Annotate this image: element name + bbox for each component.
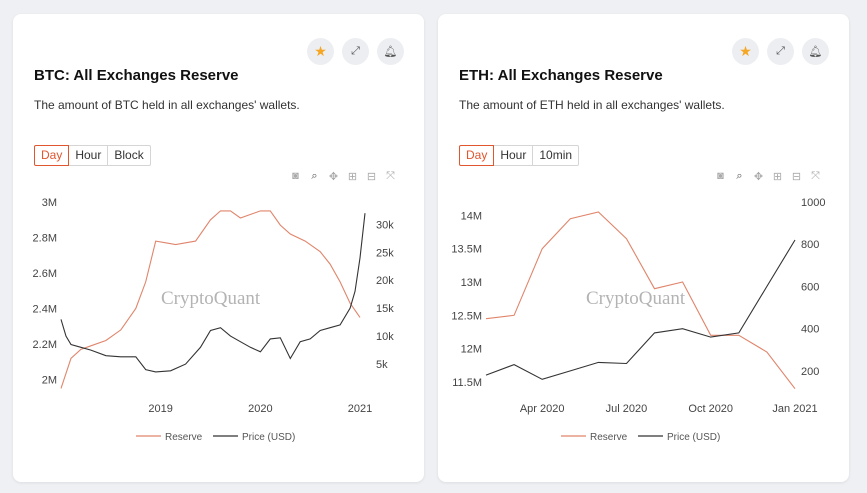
camera-icon[interactable]: ◙ bbox=[717, 170, 724, 182]
y-left-tick-label: 12M bbox=[461, 344, 482, 356]
period-hour-button[interactable]: Hour bbox=[68, 145, 109, 166]
btc-chart-card: ★ ⤢ 🔔︎ BTC: All Exchanges Reserve The am… bbox=[13, 14, 424, 482]
eth-chart-card: ★ ⤢ 🔔︎ ETH: All Exchanges Reserve The am… bbox=[438, 14, 849, 482]
price-series-line bbox=[485, 239, 796, 380]
eth-reserve-chart: CryptoQuant 14M 13.5M 13M 12.5M 12M 11.5M 100… bbox=[451, 197, 825, 443]
card-actions: ★ ⤢ 🔔︎ bbox=[307, 38, 404, 65]
y-right-tick-label: 15k bbox=[376, 303, 394, 315]
watermark: CryptoQuant bbox=[161, 288, 261, 309]
camera-icon[interactable]: ◙ bbox=[292, 170, 299, 182]
y-right-tick-label: 10k bbox=[376, 331, 394, 343]
expand-icon[interactable]: ⤢ bbox=[767, 38, 794, 65]
period-selector: Day Hour Block bbox=[34, 145, 151, 166]
reserve-series-line bbox=[485, 211, 796, 390]
card-title: ETH: All Exchanges Reserve bbox=[459, 67, 663, 84]
zoom-in-icon[interactable]: ⊞ bbox=[347, 171, 358, 183]
y-left-tick-label: 2.6M bbox=[33, 268, 57, 280]
legend-price-label: Price (USD) bbox=[667, 432, 720, 443]
y-right-tick-label: 5k bbox=[376, 359, 388, 371]
y-left-tick-label: 12.5M bbox=[451, 310, 482, 322]
chart-legend: Reserve Price (USD) bbox=[136, 432, 295, 443]
y-right-tick-label: 600 bbox=[801, 281, 819, 293]
y-left-tick-label: 2M bbox=[42, 375, 57, 387]
y-left-tick-label: 13M bbox=[461, 277, 482, 289]
legend-reserve-label: Reserve bbox=[590, 432, 628, 443]
x-tick-label: Apr 2020 bbox=[520, 403, 565, 415]
y-left-tick-label: 11.5M bbox=[452, 377, 482, 389]
bell-icon[interactable]: 🔔︎ bbox=[377, 38, 404, 65]
period-selector: Day Hour 10min bbox=[459, 145, 580, 166]
x-tick-label: Jan 2021 bbox=[772, 403, 817, 415]
x-tick-label: 2021 bbox=[348, 403, 372, 415]
y-left-tick-label: 2.4M bbox=[33, 304, 57, 316]
y-left-tick-label: 3M bbox=[42, 197, 57, 209]
zoom-icon[interactable]: ⌕ bbox=[736, 170, 743, 182]
favorite-star-icon[interactable]: ★ bbox=[732, 38, 759, 65]
y-right-tick-label: 25k bbox=[376, 247, 394, 259]
x-tick-label: Jul 2020 bbox=[606, 403, 648, 415]
y-left-tick-label: 2.8M bbox=[33, 233, 57, 245]
pan-icon[interactable]: ✥ bbox=[753, 171, 764, 183]
legend-reserve-label: Reserve bbox=[165, 432, 203, 443]
pan-icon[interactable]: ✥ bbox=[328, 171, 339, 183]
btc-reserve-chart: CryptoQuant 3M 2.8M 2.6M 2.4M 2.2M 2M 30k 25k 2… bbox=[33, 197, 395, 443]
y-right-tick-label: 30k bbox=[376, 219, 394, 231]
watermark: CryptoQuant bbox=[586, 288, 686, 309]
card-description: The amount of BTC held in all exchanges'… bbox=[34, 98, 300, 112]
chart-toolbar: ◙ ⌕ ✥ ⊞ ⊟ ⤧ bbox=[713, 170, 823, 183]
zoom-out-icon[interactable]: ⊟ bbox=[791, 171, 802, 183]
card-actions: ★ ⤢ 🔔︎ bbox=[732, 38, 829, 65]
y-left-tick-label: 2.2M bbox=[33, 339, 57, 351]
x-tick-label: 2019 bbox=[148, 403, 172, 415]
period-10min-button[interactable]: 10min bbox=[532, 145, 580, 166]
period-day-button[interactable]: Day bbox=[459, 145, 495, 166]
period-day-button[interactable]: Day bbox=[34, 145, 70, 166]
zoom-icon[interactable]: ⌕ bbox=[311, 170, 318, 182]
chart-legend: Reserve Price (USD) bbox=[561, 432, 720, 443]
card-title: BTC: All Exchanges Reserve bbox=[34, 67, 239, 84]
y-right-tick-label: 1000 bbox=[801, 197, 825, 209]
price-series-line bbox=[60, 213, 366, 373]
expand-icon[interactable]: ⤢ bbox=[342, 38, 369, 65]
bell-icon[interactable]: 🔔︎ bbox=[802, 38, 829, 65]
reset-axes-icon[interactable]: ⤧ bbox=[811, 170, 820, 182]
period-hour-button[interactable]: Hour bbox=[493, 145, 534, 166]
favorite-star-icon[interactable]: ★ bbox=[307, 38, 334, 65]
zoom-out-icon[interactable]: ⊟ bbox=[366, 171, 377, 183]
y-right-tick-label: 400 bbox=[801, 324, 819, 336]
y-right-tick-label: 200 bbox=[801, 366, 819, 378]
y-left-tick-label: 14M bbox=[461, 210, 482, 222]
period-block-button[interactable]: Block bbox=[107, 145, 151, 166]
reserve-series-line bbox=[60, 210, 361, 389]
legend-price-label: Price (USD) bbox=[242, 432, 295, 443]
y-right-tick-label: 20k bbox=[376, 275, 394, 287]
x-tick-label: Oct 2020 bbox=[688, 403, 733, 415]
card-description: The amount of ETH held in all exchanges'… bbox=[459, 98, 725, 112]
zoom-in-icon[interactable]: ⊞ bbox=[772, 171, 783, 183]
y-right-tick-label: 800 bbox=[801, 239, 819, 251]
y-left-tick-label: 13.5M bbox=[451, 244, 482, 256]
chart-toolbar: ◙ ⌕ ✥ ⊞ ⊟ ⤧ bbox=[288, 170, 398, 183]
reset-axes-icon[interactable]: ⤧ bbox=[386, 170, 395, 182]
x-tick-label: 2020 bbox=[248, 403, 272, 415]
